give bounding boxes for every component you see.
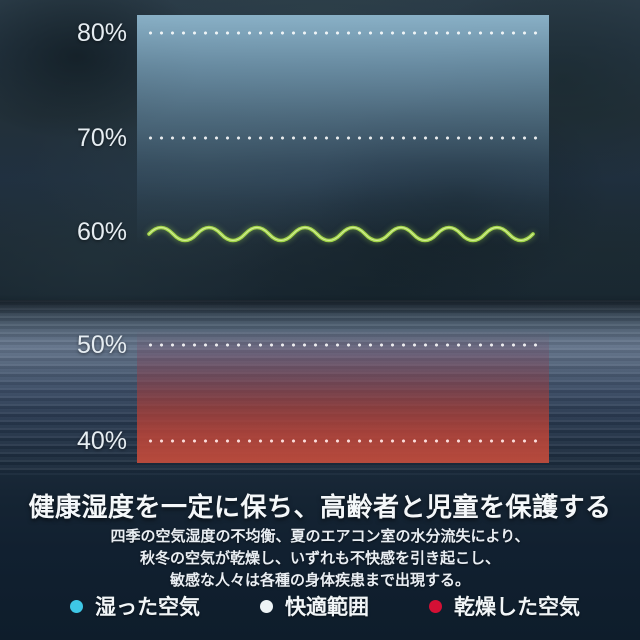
legend-item-dry: 乾燥した空気 — [429, 591, 580, 621]
gridline-40 — [145, 439, 542, 443]
gridline-50 — [145, 343, 542, 347]
y-axis-label-50: 50% — [76, 331, 127, 359]
gridline-80 — [145, 31, 542, 35]
headline: 健康湿度を一定に保ち、高齢者と児童を保護する — [28, 493, 612, 522]
legend: 湿った空気 快適範囲 乾燥した空気 — [70, 592, 580, 620]
y-axis-label-70: 70% — [76, 124, 127, 152]
y-axis-label-80: 80% — [76, 19, 127, 47]
comfort-wave-line — [147, 225, 535, 243]
gridline-70 — [145, 136, 542, 140]
humid-zone-overlay — [137, 15, 549, 245]
comfort-range-dot-icon — [260, 599, 273, 613]
y-axis-label-40: 40% — [76, 427, 127, 455]
humid-air-dot-icon — [70, 599, 83, 613]
description-line-1: 四季の空気湿度の不均衡、夏のエアコン室の水分流失により、 — [110, 528, 530, 545]
description-line-2: 秋冬の空気が乾燥し、いずれも不快感を引き起こし、 — [139, 550, 500, 567]
legend-label-dry: 乾燥した空気 — [454, 595, 580, 619]
legend-item-humid: 湿った空気 — [70, 591, 200, 621]
description: 四季の空気湿度の不均衡、夏のエアコン室の水分流失により、 秋冬の空気が乾燥し、い… — [0, 526, 640, 592]
description-line-3: 敏感な人々は各種の身体疾患まで出現する。 — [169, 572, 470, 589]
legend-item-comfort: 快適範囲 — [260, 591, 369, 621]
dry-zone-overlay — [137, 330, 549, 463]
legend-label-humid: 湿った空気 — [95, 595, 200, 619]
legend-label-comfort: 快適範囲 — [285, 595, 369, 619]
y-axis-label-60: 60% — [76, 218, 127, 246]
dry-air-dot-icon — [429, 599, 442, 613]
